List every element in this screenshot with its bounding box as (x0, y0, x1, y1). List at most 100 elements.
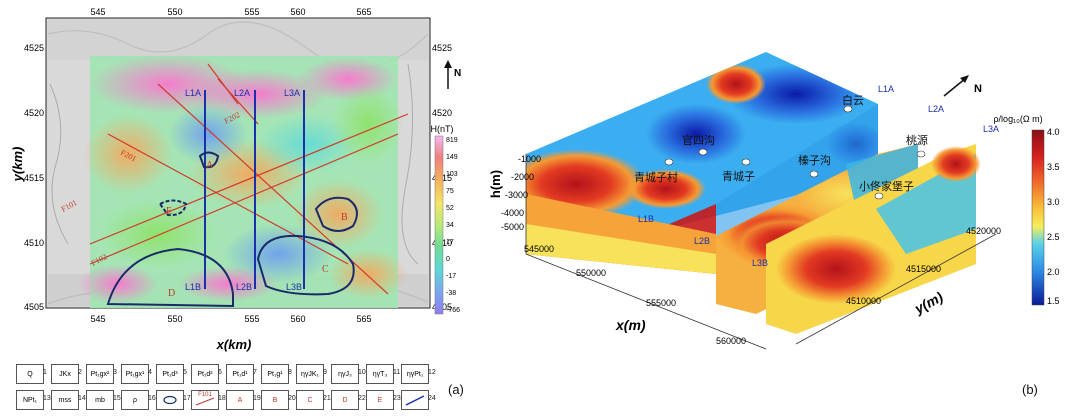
legend-number: 7 (253, 369, 257, 376)
legend-swatch (401, 390, 429, 410)
legend-swatch: A (226, 390, 254, 410)
legend-swatch: Q (16, 364, 44, 384)
b-y-ticks: 4510000 4515000 4520000 (846, 226, 1001, 306)
cb-tick-10: -766 (446, 307, 460, 314)
z-tick-1000: -1000 (518, 154, 541, 164)
zone-label-e: E (166, 206, 172, 217)
b-x-ticks: 545000 550000 555000 560000 (524, 244, 746, 346)
legend-swatch: B (261, 390, 289, 410)
legend-number: 14 (78, 395, 86, 402)
legend-swatch-label: Pt₁gx² (90, 370, 110, 378)
b-line-l1b: L1B (638, 214, 654, 224)
marker-qingchengzi (741, 158, 751, 166)
legend-swatch-label: D (342, 396, 348, 404)
cb-tick-9: -38 (446, 290, 456, 297)
legend-swatch-label: B (272, 396, 278, 404)
legend-number: 2 (78, 369, 82, 376)
legend-number: 6 (218, 369, 222, 376)
z-tick-4000: -4000 (501, 208, 524, 218)
y-tick-4520-right: 4520 (432, 108, 452, 118)
place-labels: 白云 官四沟 青城子村 青城子 榛子沟 桃源 小佟家堡子 (634, 93, 928, 193)
x-tick-545: 545 (90, 314, 105, 324)
x-ticks-top: 545 550 555 560 565 (90, 7, 371, 17)
legend-swatch-label: JKx (59, 370, 71, 378)
legend-swatch-label: ηγT₃ (372, 370, 388, 378)
legend-swatch-label: Pt₁d² (197, 370, 213, 378)
line-label-l2a: L2A (234, 88, 250, 98)
legend-swatch-label: Pt₁d³ (162, 370, 178, 378)
legend-swatch: Pt₁gx² (86, 364, 114, 384)
legend-swatch-label: Pt₁gx¹ (125, 370, 145, 378)
legend-swatch: mss (51, 390, 79, 410)
legend-number: 13 (43, 395, 51, 402)
zone-labels: A B C D E (166, 160, 348, 299)
cb-tick-4: 52 (446, 205, 454, 212)
legend-number: 19 (253, 395, 261, 402)
place-markers (664, 105, 926, 200)
y-ticks-left: 4525 4520 4515 4510 4505 (24, 43, 44, 312)
cb-tick-5: 34 (446, 222, 454, 229)
survey-line-symbol-icon (405, 395, 425, 406)
legend-number: 3 (113, 369, 117, 376)
north-label: N (454, 68, 461, 79)
legend-swatch: ρ (121, 390, 149, 410)
b-cb-tick-1: 3.5 (1047, 162, 1060, 172)
legend-swatch-label: mb (95, 396, 105, 404)
legend-swatch: D (331, 390, 359, 410)
marker-baiyun (843, 105, 853, 113)
legend-number: 8 (288, 369, 292, 376)
b-cb-tick-2: 3.0 (1047, 197, 1060, 207)
marker-guansigou (698, 148, 708, 156)
b-line-l1a: L1A (878, 84, 894, 94)
colorbar-ticks: 819 149 103 75 52 34 17 0 -17 -38 -766 (446, 137, 460, 314)
b-colorbar-title: ρ/log₁₀(Ω m) (993, 114, 1042, 124)
legend-swatch-label: C (307, 396, 313, 404)
b-north-label: N (974, 83, 982, 95)
b-line-l2b: L2B (694, 236, 710, 246)
legend-swatch-label: A (237, 396, 243, 404)
panel-a-label: (a) (448, 382, 464, 397)
legend-number: 11 (393, 369, 401, 376)
line-label-l1b: L1B (185, 282, 201, 292)
survey-line-labels: L1A L2A L3A L1B L2B L3B (185, 88, 302, 292)
legend-swatch: Pt₁d² (191, 364, 219, 384)
marker-xiaotongjiabuzi (874, 192, 884, 200)
legend-swatch: F101 (191, 390, 219, 410)
legend-swatch: ηγJ₃ (331, 364, 359, 384)
b-colorbar-ticks: 4.0 3.5 3.0 2.5 2.0 1.5 (1047, 127, 1060, 306)
legend-swatch: E (366, 390, 394, 410)
outline-symbol-icon (163, 395, 177, 405)
x-tick-560: 560 (290, 314, 305, 324)
b-north-arrow-icon (943, 75, 969, 97)
legend-swatch-label: NPt₁ (22, 396, 38, 404)
b-line-l3b: L3B (752, 258, 768, 268)
y-axis-title: y(km) (10, 147, 25, 183)
b-y-axis-title: y(m) (911, 288, 946, 317)
legend-swatch: Pt₁g¹ (261, 364, 289, 384)
panel-b-label: (b) (1022, 382, 1038, 397)
x-axis-title: x(km) (216, 337, 252, 352)
marker-zhenzigou (809, 170, 819, 178)
place-qingchengzi: 青城子 (722, 170, 755, 183)
b-x-tick-545000: 545000 (524, 244, 554, 254)
y-tick-4520: 4520 (24, 108, 44, 118)
legend-number: 24 (428, 395, 436, 402)
legend-swatch-label: mss (58, 396, 72, 404)
cb-tick-3: 75 (446, 188, 454, 195)
legend-number: 12 (428, 369, 436, 376)
cb-tick-7: 0 (446, 256, 450, 263)
legend-swatch-label: ρ (133, 396, 137, 404)
cb-tick-6: 17 (446, 239, 454, 246)
legend-swatch-label: Q (27, 370, 33, 378)
b-cb-tick-4: 2.0 (1047, 267, 1060, 277)
b-line-l2a: L2A (928, 104, 944, 114)
legend-number: 4 (148, 369, 152, 376)
l3-section-slab (766, 144, 981, 334)
line-label-l3a: L3A (284, 88, 300, 98)
fault-symbol-icon (195, 397, 215, 406)
z-tick-5000: -5000 (501, 222, 524, 232)
place-guansigou: 官四沟 (682, 133, 715, 147)
legend-number: 15 (113, 395, 121, 402)
y-tick-4525: 4525 (24, 43, 44, 53)
legend-number: 20 (288, 395, 296, 402)
